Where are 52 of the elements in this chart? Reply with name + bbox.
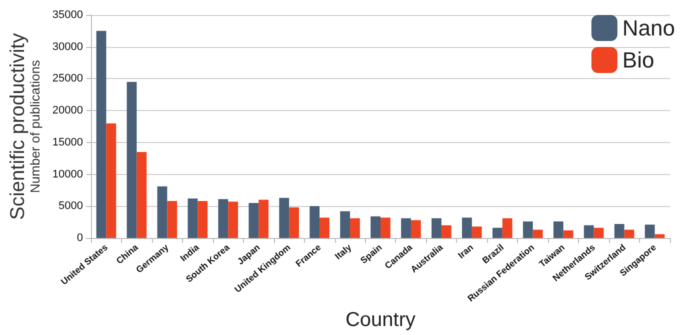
bar: [188, 198, 198, 238]
y-axis-title: Scientific productivity Number of publications: [7, 33, 42, 220]
bar: [136, 152, 147, 238]
bar: [492, 228, 502, 238]
x-tick-label: Italy: [333, 242, 354, 262]
bar: [654, 234, 665, 238]
bar: [553, 221, 564, 238]
y-tick-label: 0: [76, 232, 83, 244]
y-tick-label: 35000: [52, 9, 83, 21]
bar: [614, 224, 624, 238]
bar: [126, 82, 137, 238]
bar: [594, 228, 604, 238]
y-tick-label: 5000: [58, 200, 83, 212]
bar: [258, 200, 268, 238]
bar: [462, 218, 472, 238]
bar: [401, 218, 411, 238]
legend-label: Nano: [622, 16, 675, 40]
bar: [441, 225, 452, 238]
bar: [563, 230, 574, 238]
x-axis-title: Country: [345, 309, 416, 331]
bar: [218, 199, 228, 238]
bar: [472, 226, 482, 238]
bar: [584, 225, 594, 238]
bar: [167, 201, 178, 238]
y-tick-label: 25000: [52, 72, 83, 85]
bar: [522, 221, 533, 238]
x-tick-label: Iran: [456, 242, 476, 260]
bar: [198, 201, 208, 238]
bar: [157, 186, 168, 238]
y-tick-label: 30000: [52, 40, 83, 53]
y-tick-label: 15000: [52, 136, 83, 148]
bar: [228, 202, 238, 238]
bar: [320, 218, 330, 238]
bar: [350, 218, 360, 238]
bar: [310, 206, 320, 238]
bar: [624, 230, 634, 238]
y-tick-label: 20000: [52, 104, 83, 117]
bar: [380, 218, 390, 238]
bar: [502, 218, 512, 238]
bar: [96, 30, 106, 238]
bar: [279, 198, 290, 238]
bar: [289, 207, 299, 238]
y-tick-label: 10000: [52, 168, 83, 180]
bar: [370, 216, 380, 238]
bar: [432, 218, 442, 238]
bar: [532, 230, 543, 238]
bar: [644, 224, 655, 238]
bar: [410, 220, 421, 238]
bar: [106, 123, 116, 238]
legend-label: Bio: [622, 48, 654, 72]
bar: [340, 211, 350, 238]
bar: [248, 202, 259, 238]
